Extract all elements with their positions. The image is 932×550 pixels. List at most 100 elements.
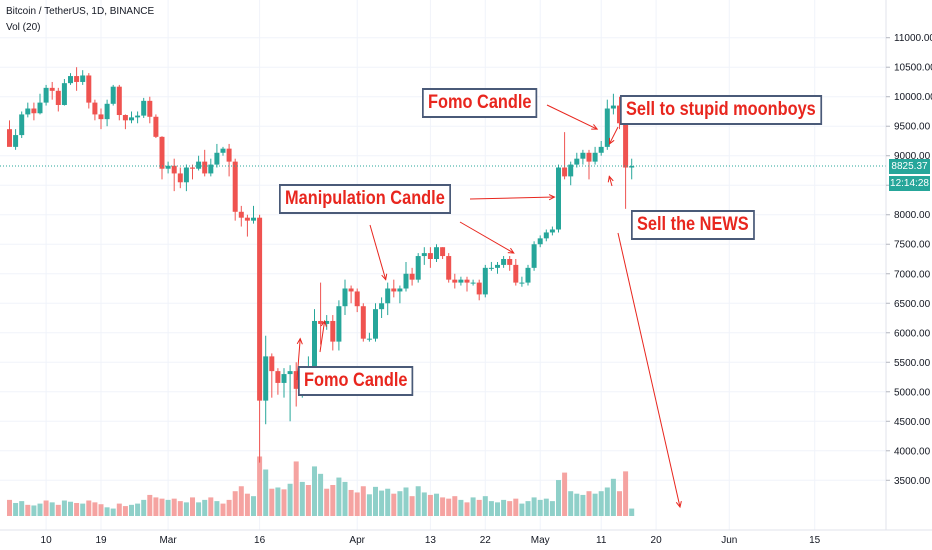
- candle-body: [7, 129, 12, 147]
- volume-bar: [537, 499, 543, 516]
- volume-indicator-label[interactable]: Vol (20): [6, 22, 41, 33]
- volume-bar: [251, 496, 256, 516]
- x-tick-label: 11: [596, 535, 607, 546]
- candle-body: [464, 279, 470, 283]
- candle-body: [61, 83, 67, 105]
- annotation-sell-moonboys[interactable]: Sell to stupid moonboys: [620, 95, 822, 125]
- volume-bar: [397, 491, 403, 516]
- annotation-arrowhead: [507, 247, 515, 254]
- candle-body: [470, 282, 476, 284]
- candle-body: [80, 75, 86, 82]
- volume-bar: [68, 501, 73, 516]
- volume-bar: [409, 496, 415, 516]
- volume-bar: [617, 491, 622, 516]
- annotation-arrows: [296, 104, 682, 509]
- candle-body: [513, 264, 519, 283]
- volume-bar: [196, 502, 202, 516]
- volume-bar: [104, 507, 110, 516]
- volume-bar: [165, 499, 171, 516]
- candle-body: [458, 279, 464, 283]
- volume-bar: [31, 505, 37, 516]
- candle-body: [568, 164, 574, 177]
- candle-body: [68, 76, 73, 84]
- annotation-arrowhead: [608, 137, 615, 145]
- volume-bar: [446, 498, 452, 516]
- candle-body: [214, 152, 220, 165]
- candle-body: [507, 259, 513, 265]
- candle-body: [116, 86, 122, 116]
- volume-bar: [305, 485, 311, 516]
- volume-bar: [629, 508, 635, 516]
- candle-body: [122, 115, 128, 121]
- candle-body: [525, 267, 531, 283]
- volume-bar: [452, 496, 458, 516]
- candle-body: [110, 86, 116, 104]
- annotation-manipulation-candle[interactable]: Manipulation Candle: [279, 184, 451, 214]
- candle-body: [141, 100, 147, 116]
- candle-body: [98, 114, 104, 120]
- annotation-arrowhead: [607, 175, 614, 183]
- y-tick-label: 3500.00: [894, 476, 931, 487]
- annotation-arrow: [459, 221, 515, 254]
- volume-bar: [141, 499, 147, 516]
- x-tick-label: 10: [41, 535, 53, 546]
- y-tick-label: 6000.00: [894, 328, 931, 339]
- volume-bar: [122, 506, 128, 516]
- volume-bar: [360, 486, 366, 516]
- annotation-fomo-candle-top[interactable]: Fomo Candle: [422, 88, 538, 118]
- volume-bar: [574, 493, 580, 516]
- volume-bar: [86, 500, 92, 516]
- candle-body: [55, 90, 61, 105]
- volume-bar: [74, 502, 80, 516]
- volume-bar: [183, 502, 189, 516]
- x-tick-label: Jun: [721, 535, 737, 546]
- candle-body: [501, 259, 507, 265]
- candle-body: [495, 264, 500, 268]
- candle-body: [342, 288, 348, 307]
- candle-body: [391, 288, 397, 292]
- candle-body: [415, 256, 421, 280]
- y-tick-label: 8000.00: [894, 210, 931, 221]
- volume-bar: [92, 502, 98, 516]
- time-axis[interactable]: 10 19 Mar 16 Apr 13 22 May 11 20 Jun 15: [41, 535, 821, 546]
- candle-body: [562, 167, 568, 177]
- candle-body: [556, 167, 561, 230]
- candle-body: [440, 247, 446, 257]
- candles: [7, 67, 635, 463]
- annotation-arrowhead: [381, 273, 388, 281]
- volume-bar: [373, 486, 378, 516]
- volume-bar: [269, 488, 275, 516]
- volume-bar: [110, 508, 116, 516]
- volume-bar: [177, 501, 183, 516]
- annotation-arrow: [319, 320, 326, 353]
- price-axis[interactable]: 11000.0010500.0010000.009500.009000.0085…: [886, 33, 932, 487]
- annotation-arrow: [369, 224, 387, 280]
- volume-bar: [403, 487, 409, 516]
- candle-body: [452, 279, 458, 283]
- volume-bar: [116, 503, 122, 516]
- x-tick-label: 13: [425, 535, 437, 546]
- annotation-arrow: [296, 338, 301, 381]
- candle-body: [171, 165, 177, 174]
- candle-body: [488, 267, 494, 269]
- candle-body: [232, 161, 238, 212]
- volume-bar: [80, 503, 86, 516]
- volume-bar: [342, 481, 348, 516]
- candle-body: [324, 320, 330, 324]
- candle-body: [226, 148, 232, 162]
- volume-bar: [586, 491, 592, 516]
- annotation-sell-the-news[interactable]: Sell the NEWS: [631, 210, 755, 240]
- candle-body: [592, 152, 598, 162]
- volume-bar: [580, 494, 586, 516]
- x-tick-label: 15: [809, 535, 821, 546]
- candle-body: [196, 161, 202, 169]
- volume-bar: [55, 504, 61, 516]
- x-tick-label: 20: [651, 535, 663, 546]
- volume-bar: [525, 501, 531, 516]
- volume-bar: [202, 499, 208, 516]
- annotation-fomo-candle-bottom[interactable]: Fomo Candle: [298, 366, 414, 396]
- candle-body: [543, 232, 549, 239]
- candle-body: [434, 247, 439, 259]
- candle-body: [165, 165, 171, 169]
